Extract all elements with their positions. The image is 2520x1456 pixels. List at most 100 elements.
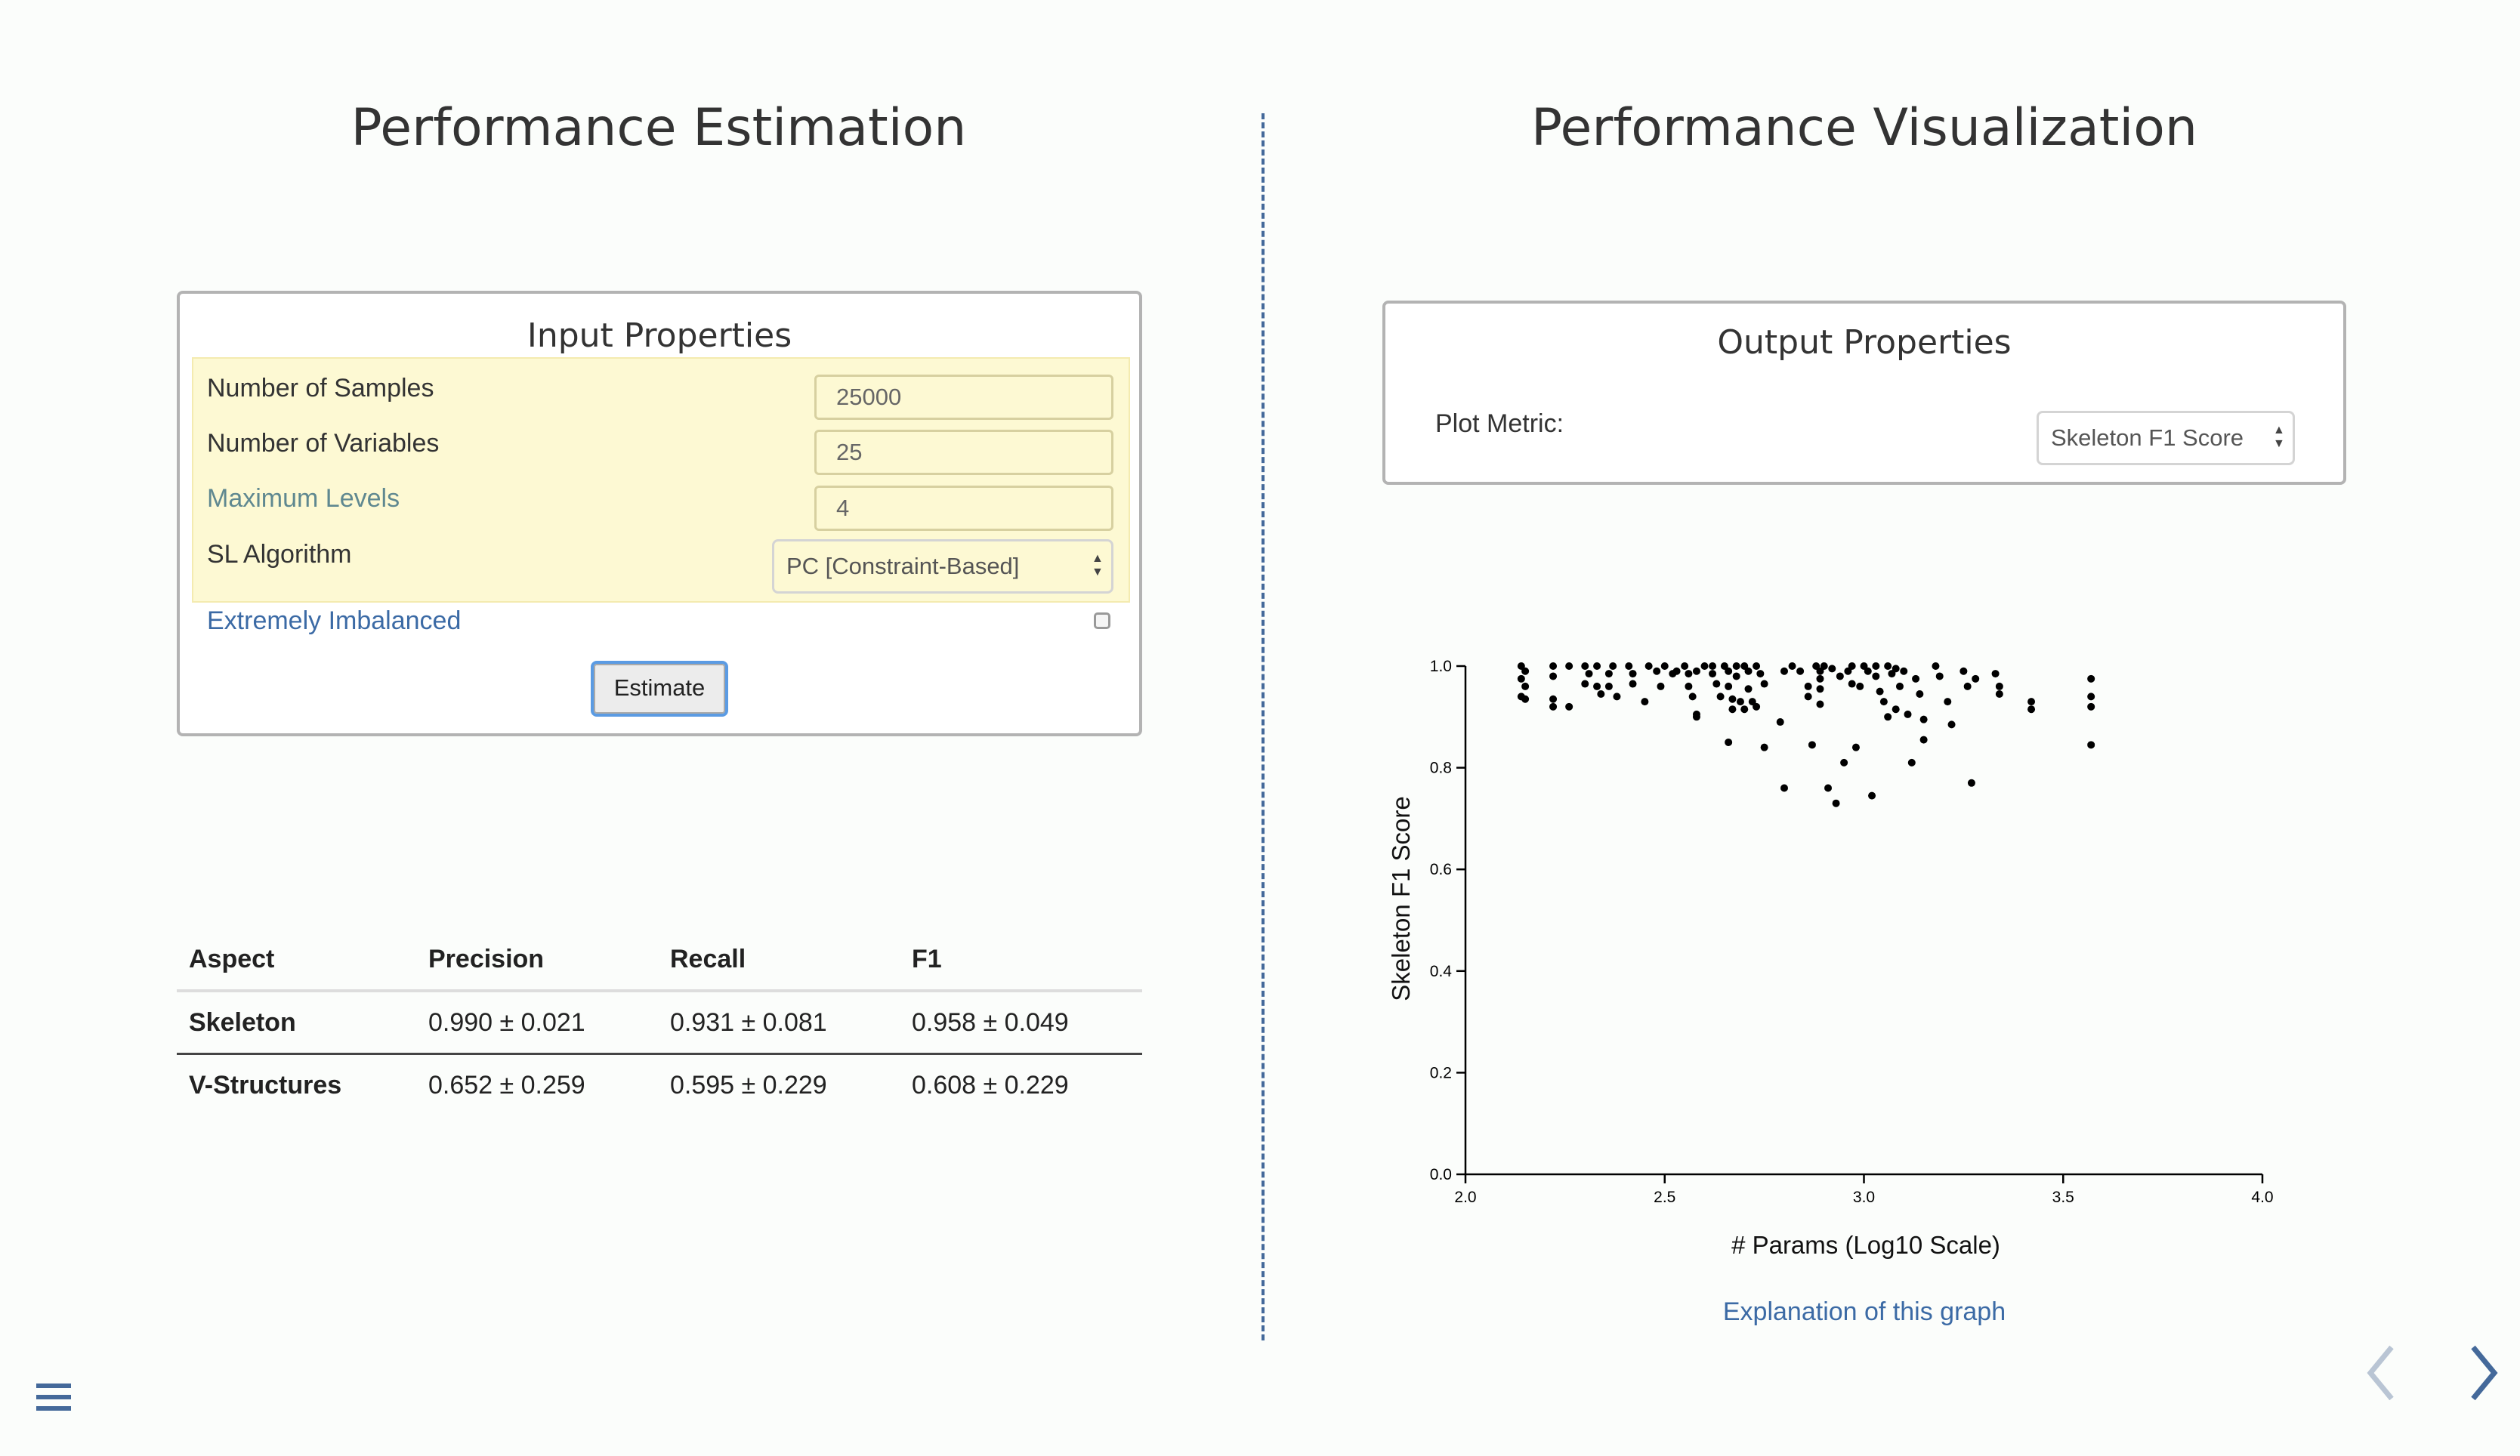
x-axis-label: # Params (Log10 Scale) <box>1731 1231 2000 1259</box>
scatter-point <box>1888 670 1896 678</box>
scatter-point <box>1725 682 1733 690</box>
sl-algorithm-select[interactable]: PC [Constraint-Based] ▲ ▼ <box>772 539 1113 594</box>
scatter-point <box>1609 662 1617 670</box>
scatter-point <box>1644 662 1653 670</box>
scatter-point <box>1892 705 1900 714</box>
num-samples-input[interactable] <box>814 375 1113 420</box>
num-samples-label: Number of Samples <box>207 374 434 403</box>
scatter-point <box>1521 695 1530 703</box>
num-variables-input[interactable] <box>814 430 1113 475</box>
scatter-point <box>1760 743 1768 751</box>
scatter-point <box>1709 670 1717 678</box>
scatter-point <box>1740 705 1749 714</box>
scatter-point <box>1581 680 1589 688</box>
scatter-point <box>1876 687 1884 696</box>
row-f1: 0.608 ± 0.229 <box>912 1070 1069 1100</box>
scatter-point <box>1740 662 1749 670</box>
scatter-point <box>1604 670 1613 678</box>
next-arrow-icon[interactable] <box>2464 1343 2502 1403</box>
table-row: V-Structures 0.652 ± 0.259 0.595 ± 0.229… <box>177 1054 1142 1116</box>
scatter-point <box>1593 682 1601 690</box>
scatter-point <box>1712 680 1721 688</box>
scatter-point <box>1565 662 1573 670</box>
scatter-point <box>1629 670 1637 678</box>
explanation-link[interactable]: Explanation of this graph <box>1722 1297 2006 1326</box>
scatter-point <box>1549 672 1558 680</box>
scatter-point <box>1872 672 1880 680</box>
scatter-point <box>1549 662 1558 670</box>
x-tick-label: 3.5 <box>2052 1189 2074 1206</box>
scatter-point <box>2087 674 2095 683</box>
plot-metric-label: Plot Metric: <box>1435 409 1564 438</box>
scatter-point <box>1995 682 2003 690</box>
plot-metric-select[interactable]: Skeleton F1 Score ▲ ▼ <box>2037 411 2295 465</box>
sl-algorithm-label: SL Algorithm <box>207 540 352 569</box>
max-levels-input[interactable] <box>814 486 1113 531</box>
y-tick-label: 0.4 <box>1430 963 1453 980</box>
select-arrows-icon: ▲ ▼ <box>2273 424 2285 450</box>
y-tick-label: 0.8 <box>1430 760 1452 777</box>
scatter-point <box>1685 682 1693 690</box>
scatter-point <box>1816 685 1824 693</box>
y-axis: 0.0 0.2 0.4 0.6 0.8 1.0 <box>1430 658 1467 1183</box>
scatter-point <box>1641 698 1649 706</box>
scatter-point <box>1672 667 1681 675</box>
scatter-point <box>1517 662 1525 670</box>
x-tick-label: 4.0 <box>2251 1189 2273 1206</box>
scatter-point <box>1776 718 1784 726</box>
scatter-point <box>1816 700 1824 708</box>
scatter-point <box>1836 672 1844 680</box>
scatter-point <box>1780 784 1788 792</box>
header-recall: Recall <box>658 929 900 992</box>
scatter-point <box>1816 674 1824 683</box>
scatter-point <box>1685 670 1693 678</box>
scatter-point <box>2087 741 2095 749</box>
row-recall: 0.595 ± 0.229 <box>670 1070 827 1100</box>
sl-algorithm-value: PC [Constraint-Based] <box>786 553 1020 579</box>
scatter-point <box>1788 662 1796 670</box>
scatter-point <box>1935 672 1944 680</box>
scatter-point <box>1919 715 1928 723</box>
scatter-point <box>1653 667 1661 675</box>
scatter-point <box>1732 672 1740 680</box>
y-axis-label: Skeleton F1 Score <box>1387 796 1415 1001</box>
scatter-point <box>1593 662 1601 670</box>
scatter-point <box>1804 682 1812 690</box>
scatter-point <box>1681 662 1689 670</box>
scatter-point <box>1725 738 1733 746</box>
scatter-point <box>2087 702 2095 711</box>
estimate-button[interactable]: Estimate <box>591 661 728 717</box>
y-tick-label: 0.2 <box>1430 1064 1452 1081</box>
row-f1: 0.958 ± 0.049 <box>900 991 1142 1055</box>
x-tick-label: 3.0 <box>1853 1189 1875 1206</box>
scatter-point <box>1912 674 1920 683</box>
scatter-point <box>1716 693 1725 701</box>
scatter-point <box>1517 674 1525 683</box>
scatter-point <box>1760 680 1768 688</box>
scatter-point <box>1753 662 1761 670</box>
scatter-point <box>1613 693 1621 701</box>
page-title-left: Performance Estimation <box>351 98 967 158</box>
page-title-right: Performance Visualization <box>1530 98 2198 158</box>
scatter-point <box>1657 682 1665 690</box>
scatter-point <box>1892 665 1900 673</box>
scatter-point <box>2027 698 2036 706</box>
scatter-point <box>1932 662 1940 670</box>
menu-icon[interactable] <box>36 1384 71 1411</box>
scatter-point <box>1991 670 2000 678</box>
scatter-point <box>1879 698 1888 706</box>
scatter-point <box>1725 667 1733 675</box>
scatter-point <box>1804 693 1812 701</box>
row-precision: 0.990 ± 0.021 <box>416 991 658 1055</box>
scatter-point <box>1959 667 1968 675</box>
header-f1: F1 <box>900 929 1142 992</box>
row-precision: 0.652 ± 0.259 <box>428 1070 585 1100</box>
scatter-point <box>1832 799 1840 807</box>
scatter-point <box>1868 791 1876 800</box>
prev-arrow-icon[interactable] <box>2363 1343 2401 1403</box>
scatter-point <box>1585 670 1593 678</box>
imbalanced-checkbox[interactable] <box>1094 612 1110 629</box>
scatter-point <box>2027 705 2036 714</box>
scatter-point <box>1864 667 1872 675</box>
scatter-point <box>1947 720 1956 729</box>
